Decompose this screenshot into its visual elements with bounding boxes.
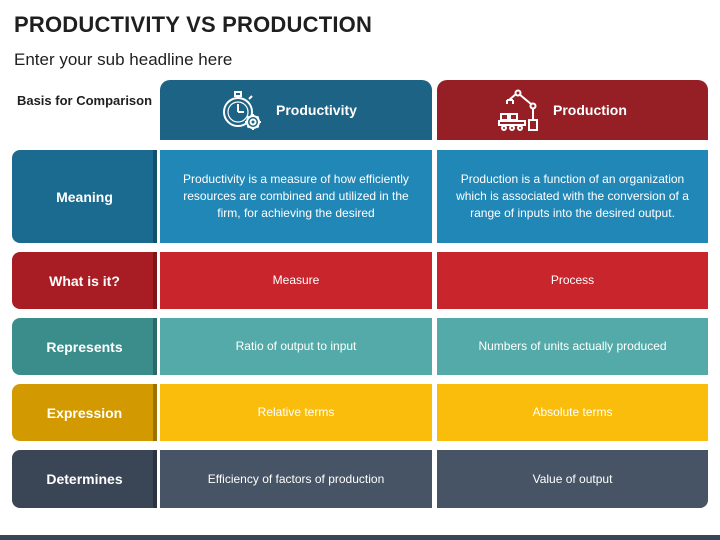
production-column-header: Production <box>437 80 708 140</box>
productivity-column-label: Productivity <box>276 102 357 118</box>
row-label-determines: Determines <box>12 450 157 508</box>
production-column-label: Production <box>553 102 627 118</box>
production-expression-cell: Absolute terms <box>437 384 708 441</box>
productivity-determines-cell: Efficiency of factors of production <box>160 450 432 508</box>
footer-bar <box>0 535 720 540</box>
stopwatch-gear-icon <box>218 86 266 134</box>
productivity-what-is-it-cell: Measure <box>160 252 432 309</box>
page-title: PRODUCTIVITY VS PRODUCTION <box>14 12 373 37</box>
production-what-is-it-cell: Process <box>437 252 708 309</box>
productivity-represents-cell: Ratio of output to input <box>160 318 432 375</box>
row-label-represents: Represents <box>12 318 157 375</box>
row-label-what-is-it: What is it? <box>12 252 157 309</box>
production-represents-cell: Numbers of units actually produced <box>437 318 708 375</box>
production-determines-cell: Value of output <box>437 450 708 508</box>
basis-header: Basis for Comparison <box>16 93 153 108</box>
productivity-expression-cell: Relative terms <box>160 384 432 441</box>
productivity-meaning-cell: Productivity is a measure of how efficie… <box>160 150 432 243</box>
row-label-meaning: Meaning <box>12 150 157 243</box>
robot-arm-factory-icon <box>495 86 543 134</box>
production-meaning-cell: Production is a function of an organizat… <box>437 150 708 243</box>
productivity-column-header: Productivity <box>160 80 432 140</box>
row-label-expression: Expression <box>12 384 157 441</box>
page-subtitle: Enter your sub headline here <box>14 50 233 69</box>
